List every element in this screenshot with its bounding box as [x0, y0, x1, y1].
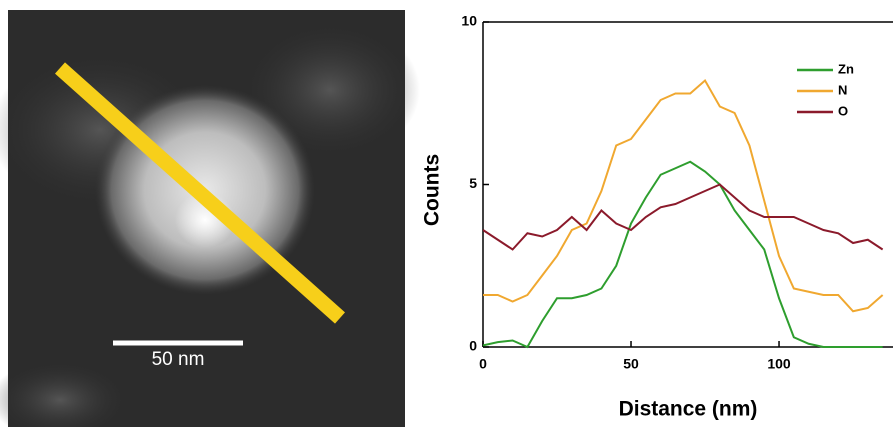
scale-bar-label: 50 nm	[152, 349, 205, 370]
x-tick-label: 0	[479, 356, 487, 372]
x-tick-label: 100	[767, 356, 791, 372]
y-tick-label: 5	[469, 175, 477, 191]
plot-area	[483, 78, 884, 349]
y-tick-label: 0	[469, 338, 477, 354]
data-line	[483, 78, 884, 313]
micrograph: 50 nm	[0, 10, 420, 427]
line-scan	[55, 62, 345, 324]
data-line	[483, 183, 884, 251]
legend-label: O	[838, 103, 848, 118]
x-tick-label: 50	[623, 356, 639, 372]
legend-label: Zn	[838, 61, 854, 76]
x-axis-label: Distance (nm)	[619, 398, 758, 421]
y-tick-label: 10	[461, 13, 477, 29]
data-line	[483, 160, 883, 349]
legend-label: N	[838, 82, 847, 97]
y-axis-label: Counts	[421, 154, 444, 226]
